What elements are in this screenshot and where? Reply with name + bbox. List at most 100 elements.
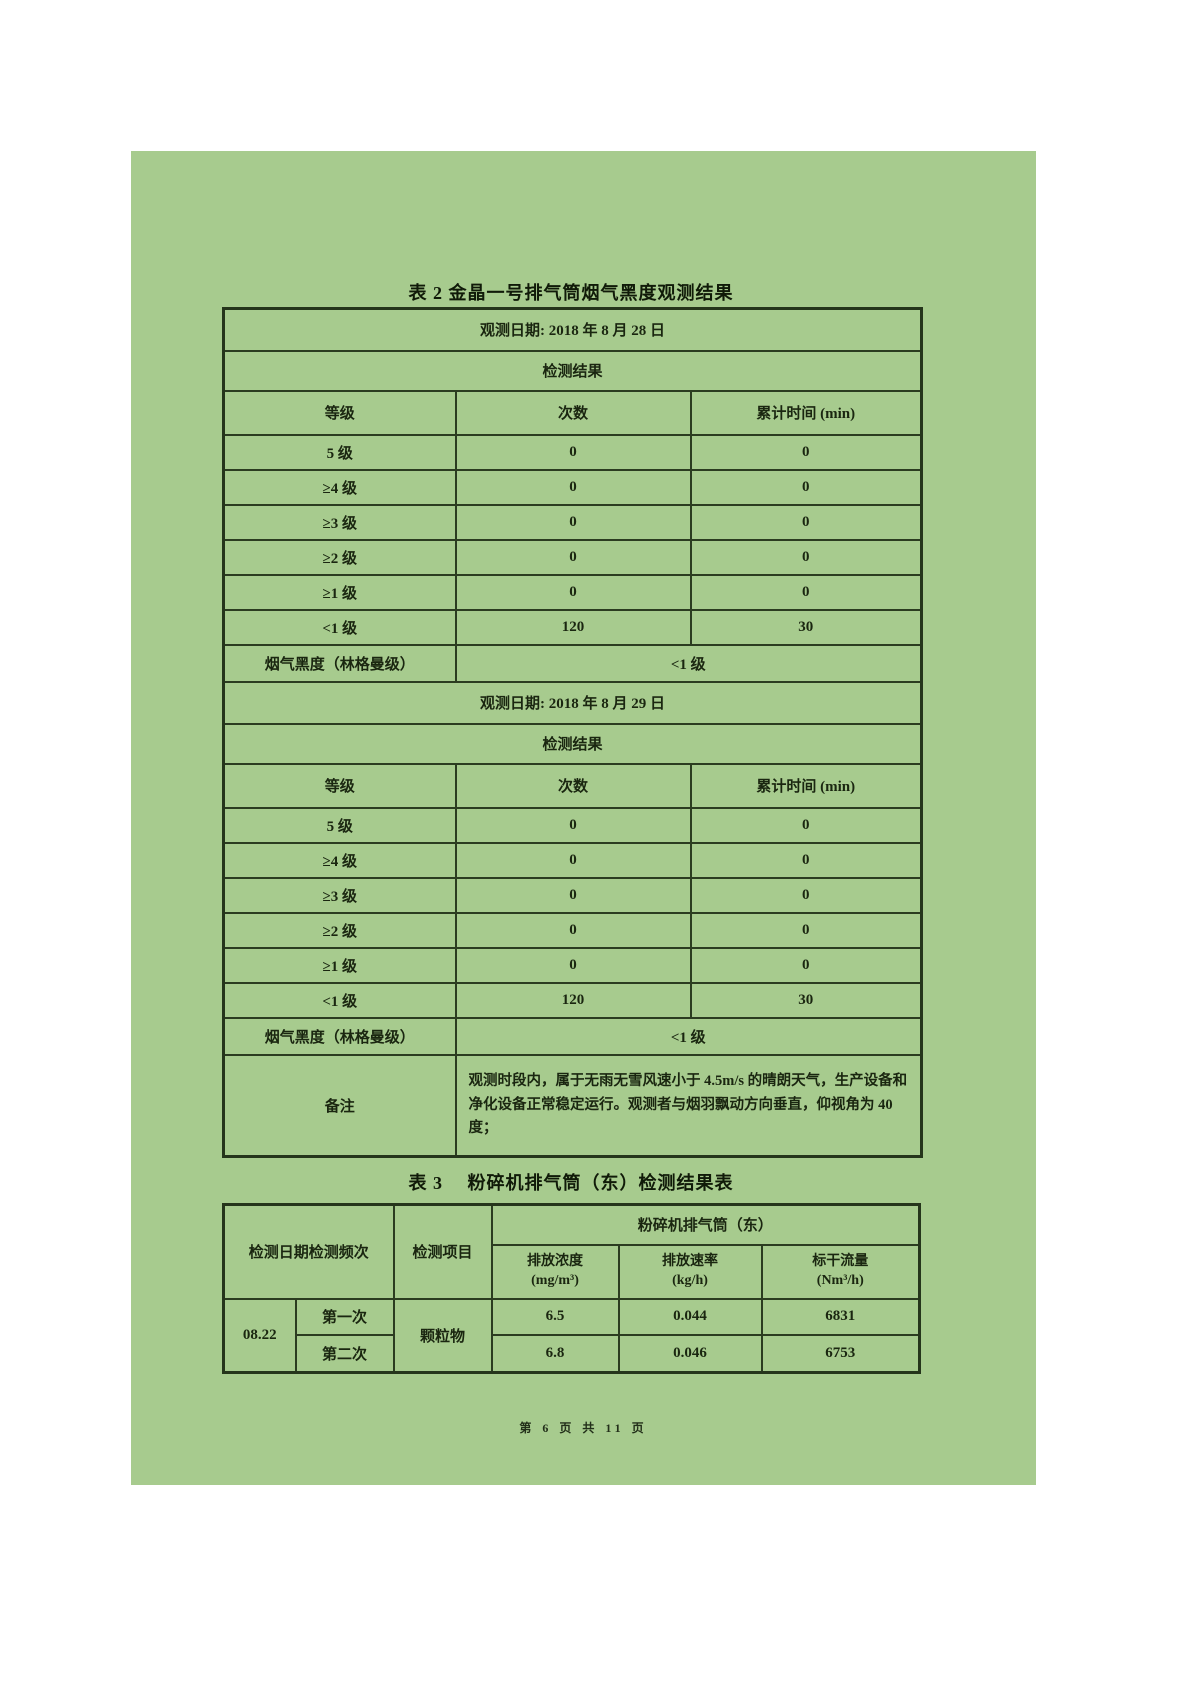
- count-cell: 120: [454, 981, 692, 1019]
- grade-cell: 5 级: [222, 806, 457, 844]
- time-cell: 30: [689, 981, 923, 1019]
- blackness-label: 烟气黑度（林格曼级）: [222, 643, 457, 683]
- time-cell: 0: [689, 841, 923, 879]
- table-row: 08.22 第一次 颗粒物 6.5 0.044 6831: [222, 1297, 921, 1374]
- blackness-value: <1 级: [454, 1016, 923, 1056]
- blackness-label: 烟气黑度（林格曼级）: [222, 1016, 457, 1056]
- table2-title: 表 2 金晶一号排气筒烟气黑度观测结果: [408, 283, 734, 303]
- time-cell: 0: [689, 573, 923, 611]
- table-row: ≥1 级 0 0: [222, 573, 923, 611]
- count-cell: 0: [454, 841, 692, 879]
- blackness-row: 烟气黑度（林格曼级） <1 级: [222, 1016, 923, 1056]
- item-cell: 颗粒物: [392, 1297, 493, 1374]
- table-row: ≥3 级 0 0: [222, 503, 923, 541]
- group-header-row: 检测日期检测频次 检测项目 粉碎机排气筒（东）: [222, 1203, 921, 1300]
- remark-text: 观测时段内，属于无雨无雪风速小于 4.5m/s 的晴朗天气，生产设备和净化设备正…: [454, 1053, 923, 1158]
- col-header-grade: 等级: [222, 389, 457, 436]
- count-cell: 0: [454, 538, 692, 576]
- count-cell: 0: [454, 911, 692, 949]
- flow-header: 标干流量 (Nm³/h): [760, 1243, 921, 1300]
- concentration-cell: 6.8: [490, 1333, 620, 1374]
- time-cell: 0: [689, 468, 923, 506]
- page-footer: 第 6 页 共 11 页: [519, 1421, 648, 1435]
- grade-cell: ≥3 级: [222, 503, 457, 541]
- result-header: 检测结果: [222, 349, 923, 392]
- time-cell: 0: [689, 876, 923, 914]
- count-cell: 0: [454, 946, 692, 984]
- table-row: ≥2 级 0 0: [222, 538, 923, 576]
- grade-cell: ≥4 级: [222, 841, 457, 879]
- count-cell: 120: [454, 608, 692, 646]
- flow-cell: 6831: [760, 1297, 921, 1336]
- grade-cell: <1 级: [222, 981, 457, 1019]
- observation-date-row: 观测日期: 2018 年 8 月 28 日: [222, 307, 923, 352]
- rate-cell: 0.046: [617, 1333, 763, 1374]
- column-header-row: 等级 次数 累计时间 (min): [222, 762, 923, 809]
- table-row: ≥3 级 0 0: [222, 876, 923, 914]
- table-row: 第二次 6.8 0.046 6753: [224, 1333, 921, 1374]
- table3-title: 表 3 粉碎机排气筒（东）检测结果表: [408, 1173, 734, 1193]
- col-header-count: 次数: [454, 389, 692, 436]
- time-cell: 30: [689, 608, 923, 646]
- grade-cell: ≥4 级: [222, 468, 457, 506]
- table-row: ≥4 级 0 0: [222, 468, 923, 506]
- rate-label: 排放速率: [662, 1253, 719, 1269]
- flow-cell: 6753: [760, 1333, 921, 1374]
- grade-cell: ≥3 级: [222, 876, 457, 914]
- blackness-value: <1 级: [454, 643, 923, 683]
- flow-unit: (Nm³/h): [816, 1272, 864, 1288]
- time-cell: 0: [689, 806, 923, 844]
- test-date-cell: 08.22: [222, 1297, 297, 1374]
- col-header-time: 累计时间 (min): [689, 762, 923, 809]
- grade-cell: ≥2 级: [222, 538, 457, 576]
- count-cell: 0: [454, 573, 692, 611]
- grade-cell: ≥2 级: [222, 911, 457, 949]
- concentration-cell: 6.5: [490, 1297, 620, 1336]
- smoke-blackness-table: 观测日期: 2018 年 8 月 28 日 检测结果 等级 次数 累计时间 (m…: [222, 307, 924, 1158]
- document-page: 表 2 金晶一号排气筒烟气黑度观测结果 观测日期: 2018 年 8 月 28 …: [131, 151, 1036, 1485]
- grade-cell: 5 级: [222, 433, 457, 471]
- time-cell: 0: [689, 946, 923, 984]
- count-cell: 0: [454, 468, 692, 506]
- observation-date-row: 观测日期: 2018 年 8 月 29 日: [222, 680, 923, 725]
- table-row: 5 级 0 0: [222, 806, 923, 844]
- column-header-row: 等级 次数 累计时间 (min): [222, 389, 923, 436]
- table-row: ≥4 级 0 0: [222, 841, 923, 879]
- count-cell: 0: [454, 876, 692, 914]
- time-cell: 0: [689, 433, 923, 471]
- stack-group-header: 粉碎机排气筒（东）: [490, 1203, 921, 1246]
- grade-cell: ≥1 级: [222, 946, 457, 984]
- item-header: 检测项目: [392, 1203, 493, 1300]
- count-cell: 0: [454, 806, 692, 844]
- observation-date: 观测日期: 2018 年 8 月 28 日: [222, 307, 923, 352]
- rate-unit: (kg/h): [672, 1272, 708, 1288]
- time-cell: 0: [689, 503, 923, 541]
- count-cell: 0: [454, 503, 692, 541]
- table-row: ≥2 级 0 0: [222, 911, 923, 949]
- rate-cell: 0.044: [617, 1297, 763, 1336]
- remark-label: 备注: [222, 1053, 457, 1158]
- result-header-row: 检测结果: [222, 722, 923, 765]
- concentration-label: 排放浓度: [527, 1253, 584, 1269]
- sequence-cell: 第一次: [294, 1297, 395, 1336]
- table-row: <1 级 120 30: [222, 981, 923, 1019]
- rate-header: 排放速率 (kg/h): [617, 1243, 763, 1300]
- observation-date: 观测日期: 2018 年 8 月 29 日: [222, 680, 923, 725]
- count-cell: 0: [454, 433, 692, 471]
- col-header-count: 次数: [454, 762, 692, 809]
- col-header-grade: 等级: [222, 762, 457, 809]
- concentration-header: 排放浓度 (mg/m³): [490, 1243, 620, 1300]
- blackness-row: 烟气黑度（林格曼级） <1 级: [222, 643, 923, 683]
- date-frequency-header: 检测日期检测频次: [222, 1203, 395, 1300]
- table-row: <1 级 120 30: [222, 608, 923, 646]
- result-header: 检测结果: [222, 722, 923, 765]
- remark-row: 备注 观测时段内，属于无雨无雪风速小于 4.5m/s 的晴朗天气，生产设备和净化…: [222, 1053, 923, 1158]
- flow-label: 标干流量: [812, 1253, 869, 1269]
- col-header-time: 累计时间 (min): [689, 389, 923, 436]
- table-row: 5 级 0 0: [222, 433, 923, 471]
- table-row: ≥1 级 0 0: [222, 946, 923, 984]
- concentration-unit: (mg/m³): [531, 1272, 579, 1288]
- result-header-row: 检测结果: [222, 349, 923, 392]
- sub-header-row: 排放浓度 (mg/m³) 排放速率 (kg/h) 标干流量 (Nm³/h): [224, 1243, 921, 1300]
- grade-cell: ≥1 级: [222, 573, 457, 611]
